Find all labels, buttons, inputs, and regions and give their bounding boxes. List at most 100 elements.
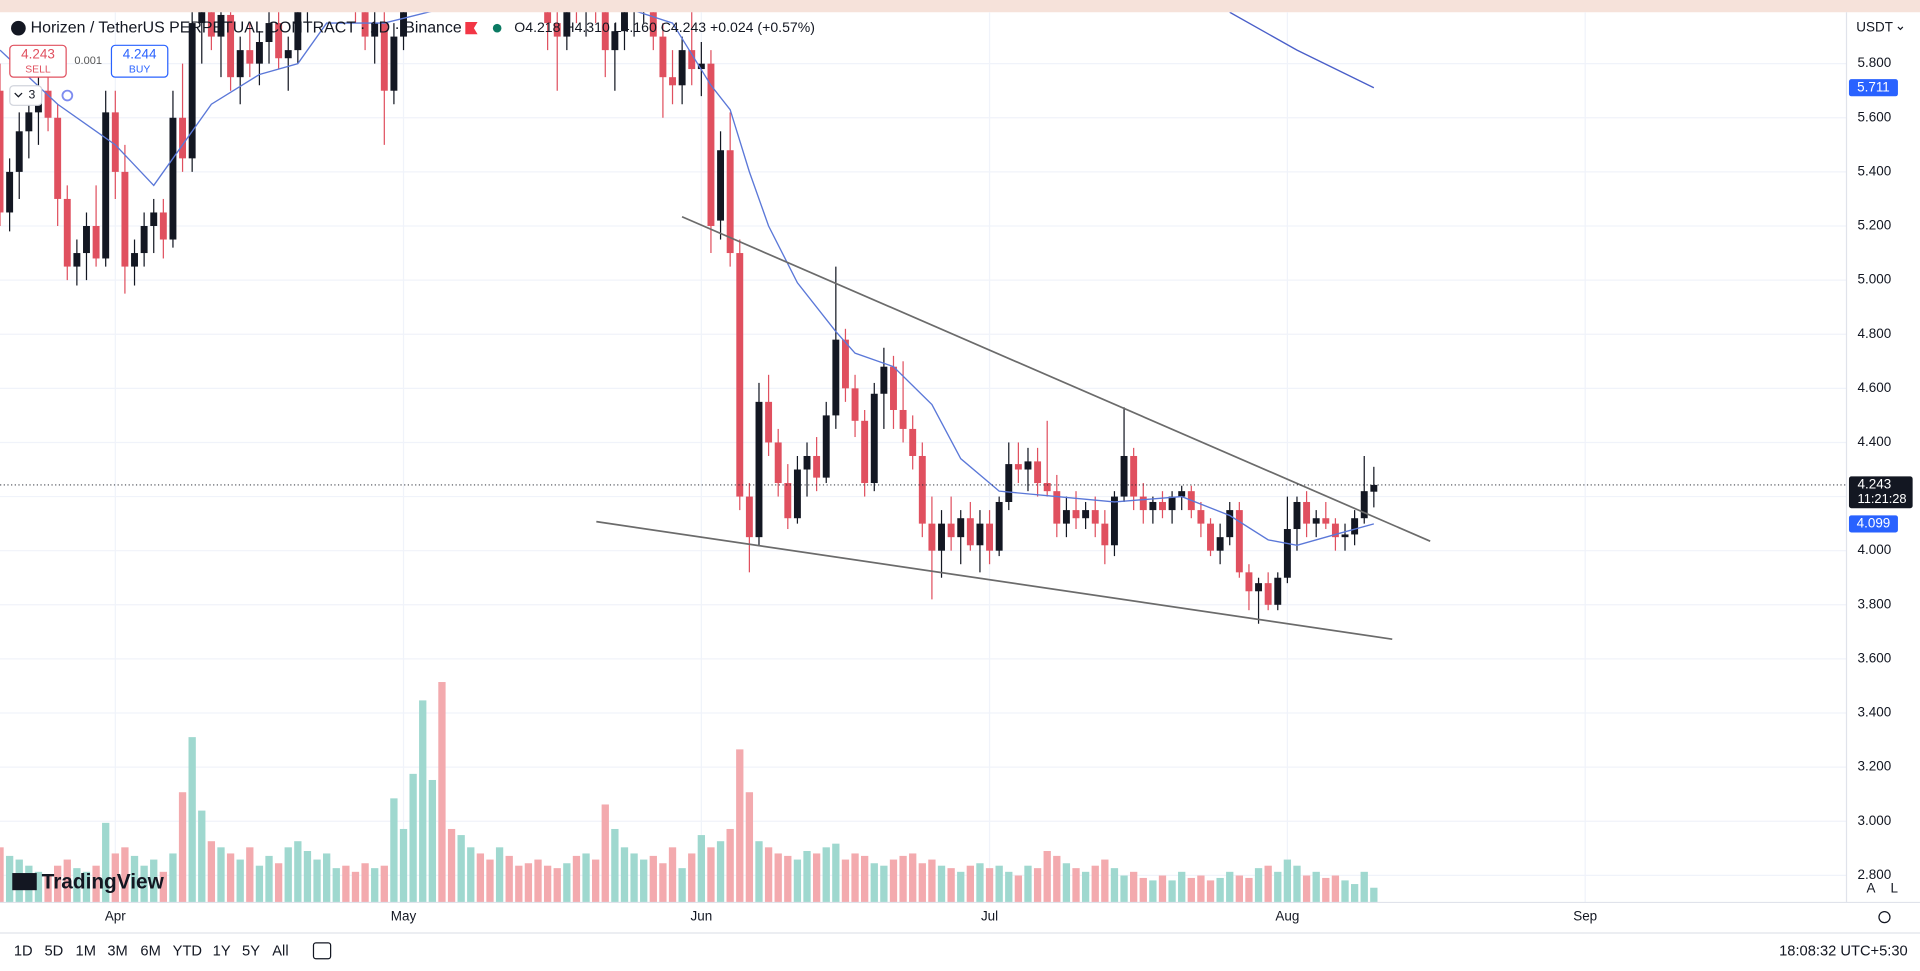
range-button[interactable]: 5D xyxy=(45,943,64,959)
range-button[interactable]: 1D xyxy=(14,943,33,959)
auto-scale[interactable]: A xyxy=(1867,881,1876,896)
candle-body xyxy=(294,12,302,51)
candle-body xyxy=(870,393,878,484)
ohlc-key: H xyxy=(564,19,574,35)
candle-body xyxy=(1062,510,1070,524)
range-button[interactable]: All xyxy=(272,943,288,959)
currency[interactable]: USDT xyxy=(1856,20,1893,35)
ohlc-value: 4.218 xyxy=(525,19,560,35)
volume-bar xyxy=(880,865,888,903)
volume-bar xyxy=(966,865,974,903)
volume-bar xyxy=(1178,871,1186,903)
volume-bar xyxy=(976,863,984,903)
volume-bar xyxy=(313,859,321,903)
range-button[interactable]: 5Y xyxy=(242,943,260,959)
candle-body xyxy=(1283,529,1291,578)
sell-button[interactable] xyxy=(9,44,67,78)
candle-body xyxy=(784,483,792,519)
range-button[interactable]: YTD xyxy=(173,943,202,959)
buy-button[interactable] xyxy=(110,44,169,78)
volume-bar xyxy=(255,865,264,903)
volume-bar xyxy=(332,868,340,903)
volume-bar xyxy=(409,773,417,903)
volume-bar xyxy=(688,853,696,903)
candle-body xyxy=(1255,583,1263,592)
range-button[interactable]: 1Y xyxy=(213,943,231,959)
candle-body xyxy=(1303,501,1311,524)
volume-bar xyxy=(428,779,436,903)
volume-bar xyxy=(1053,855,1061,903)
ohlc-value: 4.160 xyxy=(622,19,657,35)
y-tick-label: 5.400 xyxy=(1858,163,1892,178)
candles xyxy=(0,12,1378,624)
volume-bar xyxy=(73,868,81,903)
candle-body xyxy=(1207,523,1214,551)
range-button[interactable]: 1M xyxy=(76,943,96,959)
candle-body xyxy=(131,253,138,267)
volume-bar xyxy=(361,863,369,903)
candle-body xyxy=(1370,484,1378,492)
settings-icon[interactable] xyxy=(1878,911,1891,924)
volume-bar xyxy=(1331,875,1340,903)
volume-bar xyxy=(1226,871,1234,903)
grid xyxy=(0,12,1847,903)
volume-bar xyxy=(476,853,485,903)
indicator-toggle[interactable] xyxy=(9,85,43,106)
volume-bar xyxy=(668,847,677,903)
volume-bar xyxy=(524,863,533,903)
ohlc-key: O xyxy=(514,19,525,35)
candle-body xyxy=(1312,518,1320,524)
candle-body xyxy=(1139,496,1147,511)
volume-bar xyxy=(54,865,62,903)
calendar-icon[interactable] xyxy=(312,942,332,960)
volume-bar xyxy=(640,859,648,903)
volume-bar xyxy=(889,859,898,903)
candle-body xyxy=(44,90,52,118)
flag-icon[interactable] xyxy=(465,22,478,35)
volume-bar xyxy=(1216,877,1224,903)
volume-bar xyxy=(1283,859,1292,903)
volume-bar xyxy=(1024,865,1032,903)
candle-body xyxy=(1235,510,1243,573)
volume-bar xyxy=(1235,875,1243,903)
market-status xyxy=(492,23,502,33)
volume-bar xyxy=(649,855,657,903)
ohlc-key: L xyxy=(614,19,622,35)
candle-body xyxy=(1091,510,1099,524)
candle-body xyxy=(25,112,33,132)
ma-badge xyxy=(1848,79,1898,97)
y-tick-label: 3.400 xyxy=(1858,705,1892,720)
ohlc-legend: O4.218 H4.310 L4.160 C4.243 +0.024 (+0.5… xyxy=(514,19,815,35)
log-scale[interactable]: L xyxy=(1891,881,1899,896)
indicator-icon[interactable] xyxy=(61,89,74,102)
volume-bar xyxy=(467,847,475,903)
volume-bar xyxy=(486,859,494,903)
volume-bar xyxy=(803,851,811,903)
volume-bar xyxy=(851,853,859,903)
candle-body xyxy=(813,455,821,478)
candle-body xyxy=(717,150,725,221)
candle-body xyxy=(1043,483,1051,492)
volume-bar xyxy=(246,847,254,903)
candle-body xyxy=(227,14,235,78)
candle-body xyxy=(400,12,407,37)
symbol-title: Horizen / TetherUS PERPETUAL CONTRACT · … xyxy=(31,19,462,36)
y-tick-label: 5.800 xyxy=(1858,55,1892,70)
candle-body xyxy=(803,455,811,470)
range-button[interactable]: 6M xyxy=(140,943,160,959)
toolbar: 1D 5D 1M 3M 6M YTD 1Y 5Y All xyxy=(14,943,289,959)
volume-bar xyxy=(121,847,129,903)
candle-body xyxy=(371,23,379,37)
candle-body xyxy=(73,253,81,267)
volume-bar xyxy=(1072,868,1080,903)
volume-bar xyxy=(169,853,177,903)
moving-average xyxy=(0,12,1375,546)
volume-bar xyxy=(1005,871,1013,903)
candle-body xyxy=(736,253,744,497)
range-button[interactable]: 3M xyxy=(107,943,127,959)
volume-bar xyxy=(745,792,754,903)
logo-mark xyxy=(12,873,37,891)
volume-bar xyxy=(918,863,926,903)
candle-body xyxy=(1053,491,1061,524)
clock: 18:08:32 UTC+5:30 xyxy=(1779,943,1908,959)
